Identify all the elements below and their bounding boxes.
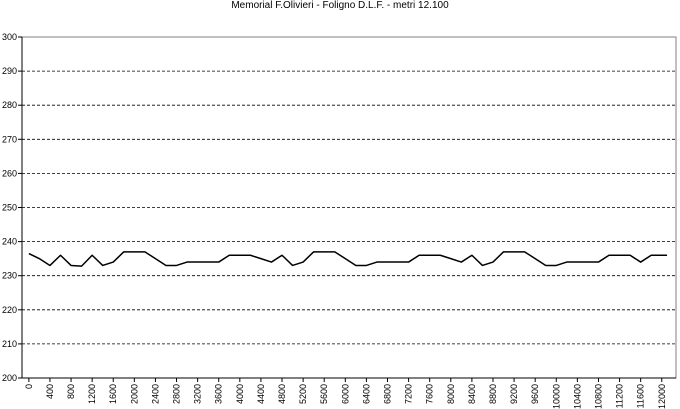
line xyxy=(28,251,668,267)
chart-title: Memorial F.Olivieri - Foligno D.L.F. - m… xyxy=(231,0,449,11)
x-tick-label: 0 xyxy=(24,384,34,389)
x-tick-label: 800 xyxy=(66,384,76,399)
x-tick-label: 11200 xyxy=(615,384,625,408)
x-tick-label: 3600 xyxy=(214,384,224,404)
y-tick-label: 270 xyxy=(2,134,17,144)
x-tick-label: 10000 xyxy=(551,384,561,409)
y-tick-label: 210 xyxy=(2,339,17,349)
x-tick-label: 9600 xyxy=(530,384,540,404)
x-tick-label: 6000 xyxy=(340,384,350,404)
x-tick-label: 4000 xyxy=(235,384,245,404)
x-tick-label: 3200 xyxy=(193,384,203,404)
x-tick-label: 2000 xyxy=(129,384,139,404)
x-tick-label: 8400 xyxy=(467,384,477,404)
x-tick-label: 6400 xyxy=(361,384,371,404)
y-tick-label: 260 xyxy=(2,168,17,178)
x-tick-label: 4400 xyxy=(256,384,266,404)
x-tick-label: 12000 xyxy=(657,384,667,409)
y-tick-label: 250 xyxy=(2,203,17,213)
y-tick-label: 300 xyxy=(2,32,17,42)
y-tick-label: 290 xyxy=(2,66,17,76)
x-tick-label: 1200 xyxy=(87,384,97,404)
x-tick-label: 10400 xyxy=(572,384,582,409)
x-tick-label: 11600 xyxy=(636,384,646,408)
x-tick-label: 1600 xyxy=(108,384,118,404)
x-tick-label: 8800 xyxy=(488,384,498,404)
x-tick-label: 5600 xyxy=(319,384,329,404)
x-tick-label: 9200 xyxy=(509,384,519,404)
x-tick-label: 10800 xyxy=(593,384,603,409)
y-tick-label: 230 xyxy=(2,271,17,281)
x-tick-label: 5200 xyxy=(298,384,308,404)
x-tick-label: 2800 xyxy=(172,384,182,404)
y-tick-label: 240 xyxy=(2,237,17,247)
x-tick-label: 8000 xyxy=(446,384,456,404)
x-tick-label: 7200 xyxy=(404,384,414,404)
x-tick-label: 4800 xyxy=(277,384,287,404)
y-tick-label: 200 xyxy=(2,373,17,383)
x-tick-label: 7600 xyxy=(425,384,435,404)
x-tick-label: 400 xyxy=(45,384,55,399)
y-tick-label: 220 xyxy=(2,305,17,315)
y-tick-label: 280 xyxy=(2,100,17,110)
x-tick-label: 2400 xyxy=(150,384,160,404)
x-tick-label: 6800 xyxy=(383,384,393,404)
